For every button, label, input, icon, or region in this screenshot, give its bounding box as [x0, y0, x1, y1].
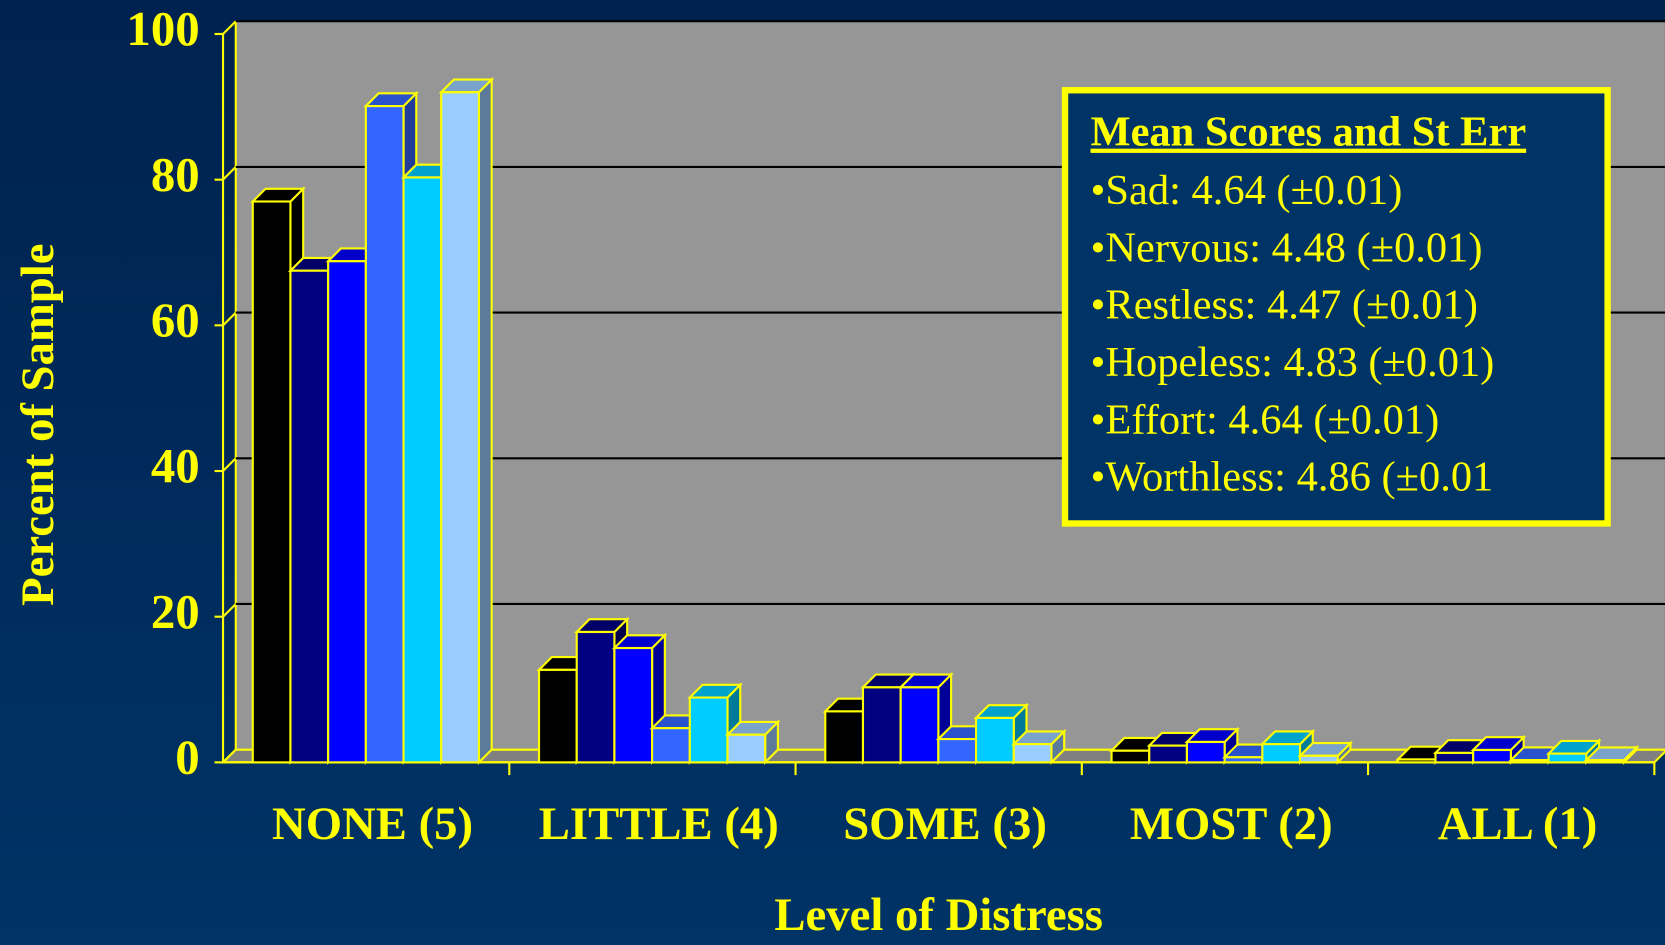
- y-tick-depth: [222, 457, 237, 472]
- bar: [251, 200, 292, 764]
- annotation-line: •Effort: 4.64 (±0.01): [1091, 396, 1440, 443]
- x-tick-label: SOME (3): [843, 798, 1047, 850]
- y-tick-label: 60: [151, 293, 200, 348]
- x-tick-label: ALL (1): [1438, 798, 1598, 850]
- bar: [575, 630, 616, 764]
- bar: [613, 646, 654, 764]
- y-tick-depth: [222, 20, 237, 35]
- y-tick-depth: [222, 748, 237, 764]
- y-tick-depth: [222, 311, 237, 327]
- annotation: Mean Scores and St Err •Sad: 4.64 (±0.01)…: [1061, 87, 1611, 527]
- bar: [1434, 751, 1475, 764]
- bar: [364, 105, 405, 764]
- bar: [861, 686, 902, 764]
- bar: [1261, 743, 1302, 764]
- bar: [651, 727, 691, 764]
- y-tick-depth: [222, 603, 237, 618]
- x-tick-label: NONE (5): [272, 798, 473, 850]
- bar: [1396, 758, 1437, 764]
- bar: [1148, 744, 1188, 764]
- bar: [824, 710, 865, 764]
- bar: [1110, 749, 1151, 764]
- bar: [937, 738, 978, 764]
- bar: [974, 716, 1015, 764]
- bar: [1585, 759, 1626, 764]
- annotation-line: •Restless: 4.47 (±0.01): [1091, 282, 1478, 329]
- bar: [327, 260, 367, 764]
- bar: [1223, 756, 1264, 764]
- bar: [537, 668, 578, 764]
- annotation-box: [1061, 87, 1611, 527]
- x-axis-title: Level of Distress: [774, 889, 1103, 941]
- bar: [289, 269, 330, 764]
- y-axis-title: Percent of Sample: [12, 244, 64, 606]
- annotation-title: Mean Scores and St Err: [1091, 109, 1527, 156]
- bar: [1472, 748, 1512, 764]
- annotation-line: •Nervous: 4.48 (±0.01): [1091, 224, 1483, 271]
- y-tick-label: 20: [151, 584, 200, 639]
- annotation-line: •Worthless: 4.86 (±0.01: [1091, 454, 1494, 501]
- bar: [1509, 759, 1550, 764]
- bar: [899, 686, 940, 764]
- x-tick-label: LITTLE (4): [539, 798, 779, 850]
- bar: [688, 696, 729, 764]
- annotation-line: •Hopeless: 4.83 (±0.01): [1091, 339, 1495, 386]
- bar: [1547, 752, 1588, 764]
- x-tick-label: MOST (2): [1130, 798, 1333, 850]
- bar: [726, 733, 767, 764]
- bar: [440, 91, 480, 764]
- bar-side: [477, 76, 493, 765]
- y-tick-label: 80: [151, 147, 200, 202]
- bar: [1298, 754, 1339, 764]
- bar: [1185, 740, 1226, 764]
- y-tick-label: 100: [126, 1, 199, 56]
- y-tick-label: 0: [175, 730, 199, 785]
- annotation-line: •Sad: 4.64 (±0.01): [1091, 167, 1403, 214]
- y-tick-depth: [222, 166, 237, 181]
- bar: [402, 176, 443, 764]
- y-tick-label: 40: [151, 438, 200, 493]
- bar: [1012, 743, 1053, 764]
